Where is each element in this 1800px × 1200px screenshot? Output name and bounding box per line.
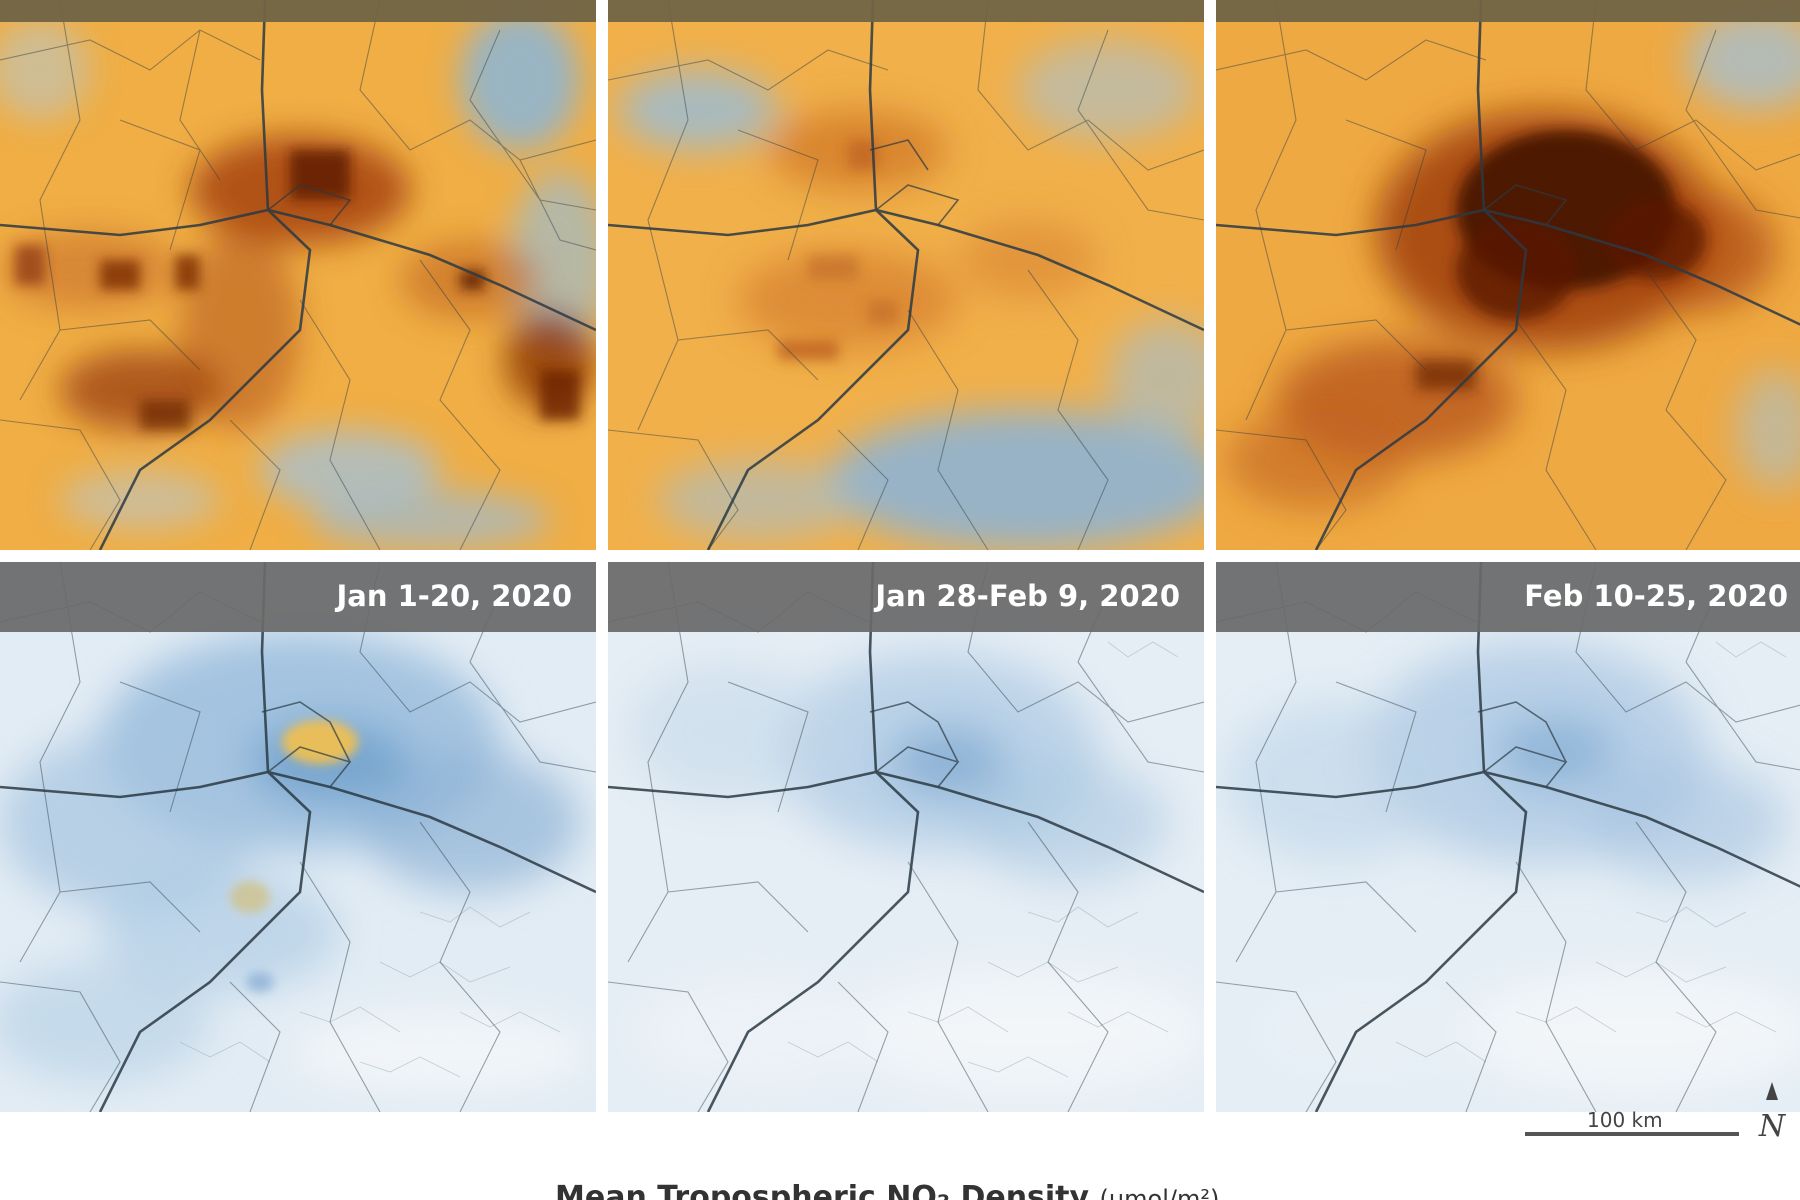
date-label-bar	[1216, 0, 1800, 22]
date-label: Feb 10-25, 2020	[1524, 579, 1788, 613]
map-panel-2020-jan-feb: Jan 28-Feb 9, 2020	[608, 562, 1204, 1112]
scale-label: 100 km	[1587, 1108, 1663, 1132]
scale-bar: 100 km	[1525, 1108, 1739, 1138]
date-label: Jan 28-Feb 9, 2020	[875, 579, 1180, 613]
north-symbol: N	[1758, 1109, 1787, 1144]
map-panel-2019-feb	[1216, 0, 1800, 550]
no2-map-2019-feb	[1216, 0, 1800, 550]
date-label-bar	[0, 0, 596, 22]
date-label-bar: Feb 10-25, 2020	[1216, 562, 1800, 632]
map-panel-2019-jan-feb	[608, 0, 1204, 550]
date-label-bar	[608, 0, 1204, 22]
no2-map-2020-feb	[1216, 562, 1800, 1112]
no2-map-2019-jan	[0, 0, 596, 550]
no2-map-2020-jan	[0, 562, 596, 1112]
date-label-bar: Jan 28-Feb 9, 2020	[608, 562, 1204, 632]
date-label-bar: Jan 1-20, 2020	[0, 562, 596, 632]
scale-line	[1525, 1132, 1739, 1136]
legend-title: Mean Tropospheric NO₂ Density (µmol/m²)	[555, 1180, 1219, 1200]
north-arrow-icon: N	[1750, 1080, 1794, 1144]
legend-units: (µmol/m²)	[1099, 1185, 1220, 1200]
legend-title-text: Mean Tropospheric NO₂ Density	[555, 1180, 1090, 1200]
no2-map-2019-jan-feb	[608, 0, 1204, 550]
map-panel-2020-feb: Feb 10-25, 2020	[1216, 562, 1800, 1112]
map-panel-2019-jan	[0, 0, 596, 550]
date-label: Jan 1-20, 2020	[336, 579, 573, 613]
no2-map-2020-jan-feb	[608, 562, 1204, 1112]
map-panel-2020-jan: Jan 1-20, 2020	[0, 562, 596, 1112]
